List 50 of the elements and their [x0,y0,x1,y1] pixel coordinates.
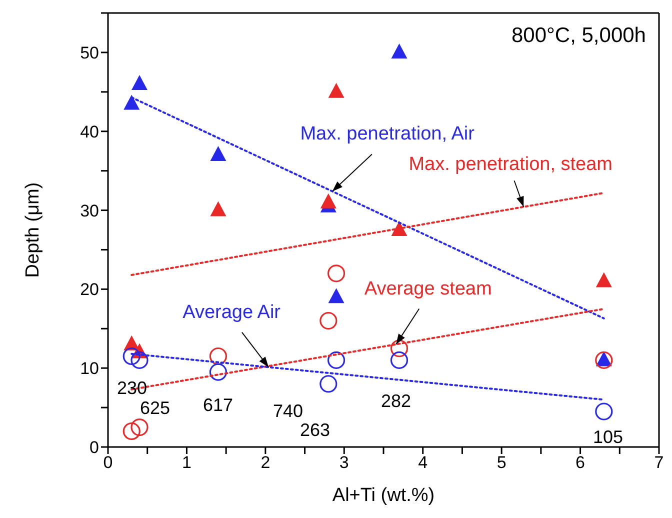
x-axis-title: Al+Ti (wt.%) [332,485,435,506]
point [130,351,148,369]
point [390,351,408,369]
series-label: Average steam [364,278,492,300]
point [390,340,408,358]
y-tick-label: 10 [80,359,99,378]
point [122,422,140,440]
x-tick-label: 3 [339,453,349,472]
annotation: 617 [202,394,234,416]
series-label: Max. penetration, steam [408,154,613,175]
series-label: Average Air [182,302,282,324]
x-tick-label: 2 [260,453,270,472]
y-tick-label: 40 [80,122,99,142]
point [122,347,140,366]
point [596,272,612,288]
point [391,43,408,58]
point [327,264,346,282]
annotation: 105 [592,426,624,448]
y-tick-label: 0 [90,438,99,458]
point [595,402,613,420]
point [328,82,344,98]
x-tick-label: 4 [418,453,428,472]
point [209,347,227,366]
point [320,375,338,393]
point [320,193,336,208]
point [327,351,346,369]
y-tick-label: 20 [80,280,99,300]
point [210,201,226,216]
point [124,94,140,110]
y-tick-label: 50 [80,43,99,62]
annotation: 282 [380,390,412,412]
annotation: 230 [116,377,148,399]
x-tick-label: 5 [496,453,506,472]
text: 800°C, 5,000h [511,24,646,48]
point [131,75,148,90]
annotation: 263 [300,419,330,441]
annotation: 625 [140,397,170,419]
series-label: Max. penetration, Air [300,123,476,144]
annotation: 740 [272,400,304,422]
y-tick-label: 30 [80,201,99,220]
x-tick-label: 1 [182,453,192,472]
point [209,363,227,381]
point [320,312,338,330]
x-tick-label: 6 [576,453,586,472]
x-tick-label: 7 [654,453,664,472]
y-axis-title: Depth (μm) [22,182,44,278]
point [130,418,148,436]
point [210,146,226,162]
point [328,288,344,304]
x-tick-label: 0 [103,453,113,472]
